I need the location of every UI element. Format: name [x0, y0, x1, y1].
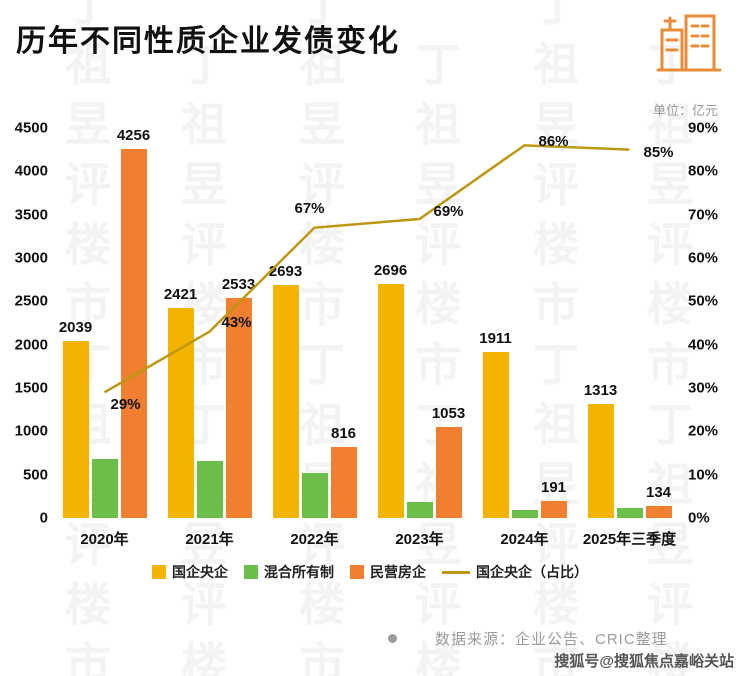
right-axis-tick: 50% [688, 292, 719, 310]
legend-item: 国企央企（占比） [442, 562, 588, 582]
left-axis-tick: 2500 [14, 292, 48, 310]
bar-value-label: 2039 [58, 319, 93, 337]
x-axis-label: 2023年 [395, 531, 444, 548]
x-axis-label: 2022年 [290, 531, 339, 548]
left-axis-tick: 4500 [14, 119, 48, 137]
bar-value-label: 2421 [163, 286, 198, 304]
left-axis-tick: 0 [39, 509, 48, 527]
bar-group: 1911 191 [472, 128, 577, 518]
bar-group: 2693 816 [262, 128, 367, 518]
ratio-point-label: 69% [433, 203, 464, 220]
bar-value-label: 2696 [373, 262, 408, 280]
bar-value-label: 816 [330, 425, 357, 443]
x-axis-label: 2025年三季度 [582, 531, 677, 548]
bar-value-label: 1053 [431, 404, 466, 422]
right-axis-tick: 90% [688, 119, 719, 137]
ratio-point-label: 67% [294, 199, 325, 217]
legend-item: 民营房企 [350, 562, 426, 582]
x-axis-label: 2020年 [80, 531, 129, 548]
left-axis-tick: 4000 [14, 162, 48, 180]
source-text: 数据来源：企业公告、CRIC整理 [435, 631, 668, 648]
bar-value-label: 4256 [116, 127, 151, 145]
bar: 816 [330, 425, 357, 518]
legend: 国企央企 混合所有制 民营房企 国企央企（占比） [0, 562, 740, 582]
bar-value-label: 1911 [479, 330, 512, 348]
left-axis-tick: 3500 [14, 206, 48, 224]
bar-group: 2039 4256 [52, 127, 157, 518]
bar [196, 461, 223, 518]
bar: 2421 [164, 286, 197, 518]
legend-swatch [152, 565, 166, 579]
bar: 1911 [479, 330, 512, 518]
plot-area: 2039 4256 2421 2533 2693 816 2696 1053 1911 191 13… [52, 127, 682, 518]
buildings-icon [656, 8, 722, 83]
bar: 4256 [117, 127, 150, 518]
bar-value-label: 134 [645, 484, 672, 502]
bar: 2039 [59, 319, 92, 518]
left-axis-tick: 3000 [14, 249, 48, 267]
bar-value-label: 1313 [583, 382, 618, 400]
right-axis-tick: 10% [688, 466, 719, 484]
ratio-point-label: 86% [538, 133, 569, 151]
bar [511, 509, 538, 518]
x-axis-label: 2021年 [185, 531, 234, 548]
bar-groups: 2039 4256 2421 2533 2693 816 2696 1053 1911 191 13… [52, 127, 682, 518]
left-axis-tick: 2000 [14, 336, 48, 354]
bar: 2533 [222, 276, 255, 518]
bar [301, 472, 328, 518]
left-axis-tick: 1500 [14, 379, 48, 397]
legend-swatch [244, 565, 258, 579]
bar: 2696 [374, 262, 407, 518]
bar [406, 501, 433, 518]
unit-label: 单位：亿元 [652, 103, 718, 118]
bar: 1313 [584, 382, 617, 518]
legend-label: 国企央企 [172, 564, 228, 580]
left-axis-tick: 1000 [14, 422, 48, 440]
right-axis-tick: 80% [688, 162, 719, 180]
bar: 2693 [269, 263, 302, 518]
bar-value-label: 2693 [268, 262, 303, 280]
right-axis-tick: 60% [688, 249, 719, 267]
bar [91, 459, 118, 518]
bar: 191 [540, 479, 567, 518]
bar [616, 508, 643, 518]
sohu-brand-watermark: 搜狐号@搜狐焦点嘉峪关站 [554, 653, 734, 670]
bar: 134 [645, 484, 672, 518]
ratio-point-label: 43% [221, 313, 252, 331]
right-axis-tick: 20% [688, 422, 719, 440]
left-axis: 0 500 1000 1500 2000 2500 3000 3500 4000 4500 [6, 120, 52, 527]
chart: 0 500 1000 1500 2000 2500 3000 3500 4000 4500 203… [6, 120, 734, 527]
left-axis-tick: 500 [22, 466, 48, 484]
x-axis-labels: 2020年 2021年 2022年 2023年 2024年 2025年三季度 [52, 528, 682, 549]
right-axis-tick: 30% [688, 379, 719, 397]
x-axis-label: 2024年 [500, 531, 549, 548]
legend-label: 混合所有制 [264, 564, 334, 580]
right-axis-tick: 0% [688, 509, 710, 527]
legend-label: 民营房企 [370, 564, 426, 580]
bar: 1053 [432, 405, 465, 518]
page-title: 历年不同性质企业发债变化 [16, 25, 400, 58]
bar-group: 1313 134 [577, 128, 682, 518]
right-axis: 0% 10% 20% 30% 40% 50% 60% 70% 80% 90% [682, 120, 734, 527]
bar-value-label: 191 [540, 479, 567, 497]
bullet-dot-icon [388, 634, 397, 643]
legend-swatch [350, 565, 364, 579]
bar-value-label: 2533 [221, 276, 256, 294]
legend-line-swatch [442, 570, 470, 574]
right-axis-tick: 70% [688, 206, 719, 224]
legend-label: 国企央企（占比） [476, 564, 588, 580]
legend-item: 混合所有制 [244, 562, 334, 582]
ratio-point-label: 29% [110, 396, 141, 414]
legend-item: 国企央企 [152, 562, 228, 582]
bar-group: 2696 1053 [367, 128, 472, 518]
ratio-point-label: 85% [643, 143, 674, 161]
source-row: 数据来源：企业公告、CRIC整理 [388, 628, 668, 649]
right-axis-tick: 40% [688, 336, 719, 354]
